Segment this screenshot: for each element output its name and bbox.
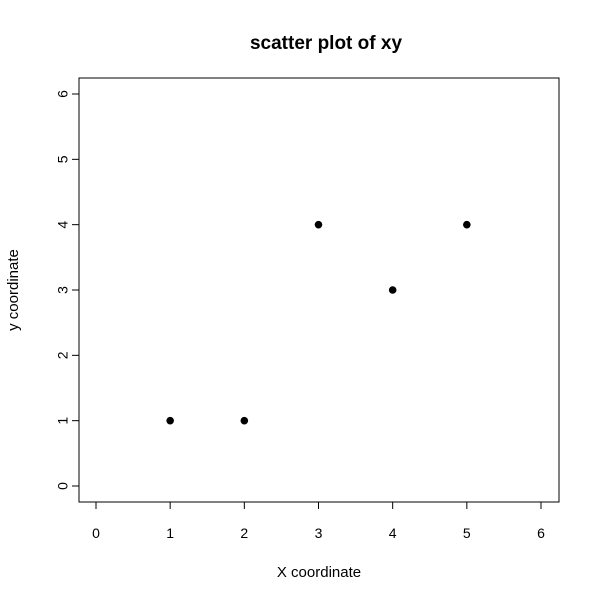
chart-title: scatter plot of xy	[250, 33, 402, 54]
scatter-point	[240, 416, 249, 425]
y-tick-label: 0	[55, 482, 71, 490]
x-axis-ticks: 0 1 2 3 4 5 6	[92, 502, 545, 541]
scatter-point	[463, 220, 471, 229]
x-tick-label: 3	[315, 525, 323, 541]
y-tick-label: 5	[55, 155, 71, 163]
x-tick-label: 0	[92, 525, 100, 541]
scatter-point	[388, 286, 397, 294]
y-tick-label: 6	[55, 90, 71, 98]
y-axis-ticks: 0 1 2 3 4 5 6	[55, 90, 79, 490]
scatter-point	[166, 416, 174, 425]
y-tick-label: 3	[55, 286, 71, 294]
x-tick-label: 1	[166, 525, 174, 541]
x-tick-label: 2	[240, 525, 248, 541]
y-tick-label: 4	[55, 221, 71, 229]
x-tick-label: 6	[537, 525, 545, 541]
y-tick-label: 1	[55, 417, 71, 425]
x-tick-label: 4	[389, 525, 397, 541]
x-tick-label: 5	[463, 525, 471, 541]
scatter-point	[314, 220, 323, 229]
scatter-points	[166, 220, 471, 425]
x-axis-label: X coordinate	[277, 564, 361, 581]
y-axis-label: y coordinate	[5, 249, 22, 331]
y-tick-label: 2	[55, 351, 71, 359]
